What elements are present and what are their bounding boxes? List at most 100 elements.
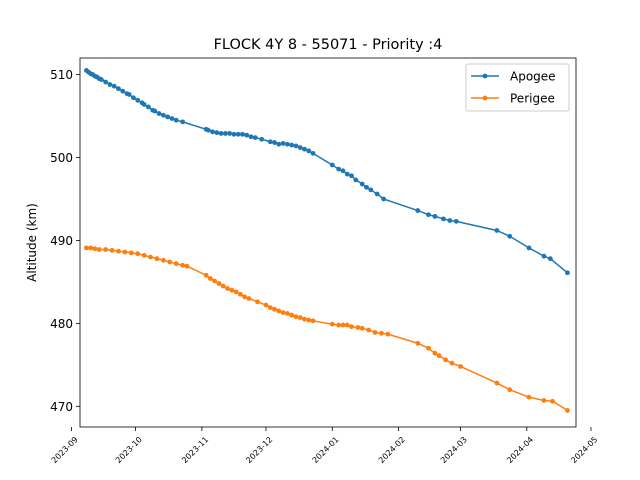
data-point-perigee [208, 276, 213, 281]
data-point-perigee [184, 263, 190, 269]
chart-title: FLOCK 4Y 8 - 55071 - Priority :4 [214, 37, 443, 53]
data-point-apogee [244, 132, 250, 138]
data-point-apogee [526, 245, 532, 251]
data-point-perigee [237, 291, 243, 297]
data-point-apogee [302, 146, 307, 152]
data-point-apogee [169, 116, 175, 121]
data-point-perigee [154, 256, 160, 262]
data-point-perigee [173, 261, 179, 267]
data-point-apogee [156, 111, 162, 116]
y-axis: 470 480 490 500 510 [50, 68, 80, 414]
data-point-apogee [310, 150, 316, 156]
data-point-apogee [214, 130, 220, 136]
data-point-apogee [146, 104, 151, 110]
data-point-apogee [131, 95, 136, 101]
data-point-perigee [148, 254, 153, 260]
data-point-perigee [329, 321, 335, 327]
data-point-apogee [126, 92, 132, 97]
data-point-perigee [92, 246, 98, 252]
data-point-apogee [432, 213, 438, 219]
data-point-perigee [225, 286, 230, 291]
data-point-perigee [340, 322, 346, 328]
x-tick-label: 2023-12 [244, 435, 274, 465]
data-point-perigee [458, 364, 463, 369]
data-point-apogee [441, 216, 446, 222]
data-point-apogee [240, 131, 245, 137]
data-point-apogee [205, 127, 211, 133]
data-point-apogee [120, 88, 126, 94]
data-point-apogee [297, 145, 303, 150]
data-point-apogee [329, 162, 335, 168]
data-point-apogee [107, 82, 113, 87]
data-point-perigee [272, 306, 277, 312]
data-point-perigee [255, 299, 260, 305]
data-point-perigee [203, 272, 209, 278]
data-point-apogee [507, 233, 513, 239]
x-tick-label: 2024-04 [505, 435, 535, 465]
data-point-perigee [336, 322, 342, 328]
data-point-apogee [426, 212, 431, 218]
data-point-perigee [526, 394, 532, 400]
data-point-apogee [210, 129, 215, 135]
data-point-apogee [173, 117, 179, 123]
data-point-perigee [432, 350, 438, 356]
legend-marker-apogee [482, 73, 488, 79]
data-point-apogee [111, 83, 117, 89]
data-point-perigee [385, 331, 391, 337]
data-point-perigee [233, 289, 239, 295]
legend-label-apogee: Apogee [510, 70, 556, 84]
x-axis: 2023-09 2023-10 2023-11 2023-12 2024-01 2024-… [50, 427, 599, 465]
data-point-perigee [379, 330, 384, 336]
data-point-apogee [98, 77, 104, 82]
data-point-perigee [220, 283, 226, 289]
legend: Apogee Perigee [465, 63, 570, 112]
data-point-perigee [344, 322, 350, 328]
data-point-perigee [229, 287, 235, 293]
data-point-perigee [160, 257, 166, 263]
y-tick-label: 500 [50, 151, 73, 165]
data-point-perigee [116, 248, 121, 254]
data-point-perigee [349, 324, 354, 330]
data-point-apogee [227, 131, 233, 136]
data-point-perigee [267, 305, 273, 310]
data-point-apogee [116, 86, 121, 92]
data-point-apogee [280, 141, 286, 146]
data-point-perigee [436, 353, 442, 359]
data-point-apogee [353, 177, 359, 183]
data-point-perigee [212, 278, 218, 284]
data-point-perigee [297, 315, 303, 320]
data-point-perigee [88, 245, 94, 251]
y-axis-label: Altitude (km) [25, 203, 39, 282]
data-point-apogee [103, 79, 109, 85]
x-tick-label: 2024-05 [569, 435, 599, 465]
data-point-perigee [550, 398, 555, 404]
data-point-perigee [263, 302, 269, 308]
x-tick-label: 2024-02 [377, 435, 407, 465]
data-point-apogee [165, 114, 171, 120]
legend-marker-perigee [482, 95, 488, 101]
y-tick-label: 470 [50, 400, 73, 414]
data-point-apogee [135, 97, 141, 103]
data-point-apogee [344, 171, 350, 177]
data-point-perigee [302, 316, 307, 322]
data-point-perigee [310, 318, 316, 324]
data-point-apogee [222, 131, 228, 136]
y-tick-label: 510 [50, 68, 73, 82]
data-point-apogee [453, 218, 459, 224]
data-point-perigee [167, 259, 173, 265]
legend-label-perigee: Perigee [510, 92, 555, 106]
data-point-apogee [276, 141, 282, 147]
data-point-apogee [359, 181, 365, 187]
data-point-perigee [306, 317, 312, 323]
plot-frame [79, 57, 577, 428]
data-point-perigee [141, 252, 147, 258]
data-point-apogee [259, 136, 265, 142]
data-point-apogee [218, 131, 224, 136]
data-point-perigee [289, 312, 295, 318]
data-point-apogee [336, 166, 342, 172]
data-point-perigee [359, 325, 365, 331]
data-point-perigee [242, 294, 248, 300]
data-point-perigee [180, 262, 186, 268]
data-point-apogee [349, 173, 354, 179]
data-point-apogee [293, 143, 299, 149]
